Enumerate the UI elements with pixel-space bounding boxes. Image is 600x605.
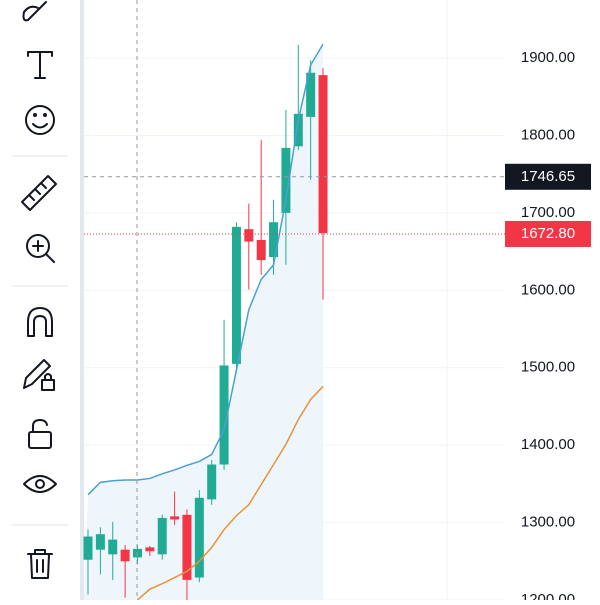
last-price-label: 1672.80 [521, 225, 575, 242]
brush-tool[interactable] [22, 1, 47, 22]
y-tick-label: 1500.00 [521, 359, 575, 376]
visibility-tool[interactable] [23, 475, 57, 493]
lock-tool[interactable] [28, 419, 52, 449]
indicator-line [136, 385, 324, 601]
delete-tool[interactable] [27, 549, 53, 579]
candle-body [281, 147, 291, 213]
candle-body [207, 464, 217, 500]
candle-body [170, 516, 180, 520]
crosshair-label: 1746.65 [521, 168, 575, 185]
emoji-tool[interactable] [25, 105, 55, 135]
ruler-tool[interactable] [21, 175, 57, 211]
candle-body [120, 549, 130, 562]
panel-divider [80, 0, 84, 600]
y-tick-label: 1400.00 [521, 436, 575, 453]
candle-body [194, 497, 204, 578]
candle-body [306, 72, 316, 117]
lock-drawing-tool[interactable] [23, 359, 55, 391]
candle-body [108, 539, 118, 555]
candle-body [83, 536, 93, 560]
toolbar [12, 1, 68, 579]
y-tick-label: 1700.00 [521, 204, 575, 221]
band-fill [84, 44, 324, 601]
candle-body [145, 547, 155, 552]
candle-body [157, 517, 167, 555]
y-tick-label: 1600.00 [521, 281, 575, 298]
candle-body [244, 229, 254, 242]
text-tool[interactable] [27, 51, 53, 79]
candle-body [231, 226, 241, 364]
candle-body [95, 534, 105, 550]
y-tick-label: 1200.00 [521, 591, 575, 600]
candle-body [318, 75, 328, 234]
magnet-tool[interactable] [27, 307, 53, 337]
candle-body [219, 365, 229, 465]
y-tick-label: 1800.00 [521, 126, 575, 143]
crosshair-label-box [505, 163, 591, 190]
candle-body [256, 240, 266, 261]
candle-body [182, 514, 192, 580]
candle-body [269, 222, 279, 258]
candle-body [293, 113, 303, 147]
plot-area: 1200.00 1300.00 1400.00 1500.00 1600.00 1700.… [83, 0, 591, 605]
zoom-tool[interactable] [26, 234, 55, 263]
y-tick-label: 1300.00 [521, 514, 575, 531]
y-tick-label: 1900.00 [521, 49, 575, 66]
indicator-line [87, 43, 324, 496]
last-price-box [505, 220, 591, 247]
